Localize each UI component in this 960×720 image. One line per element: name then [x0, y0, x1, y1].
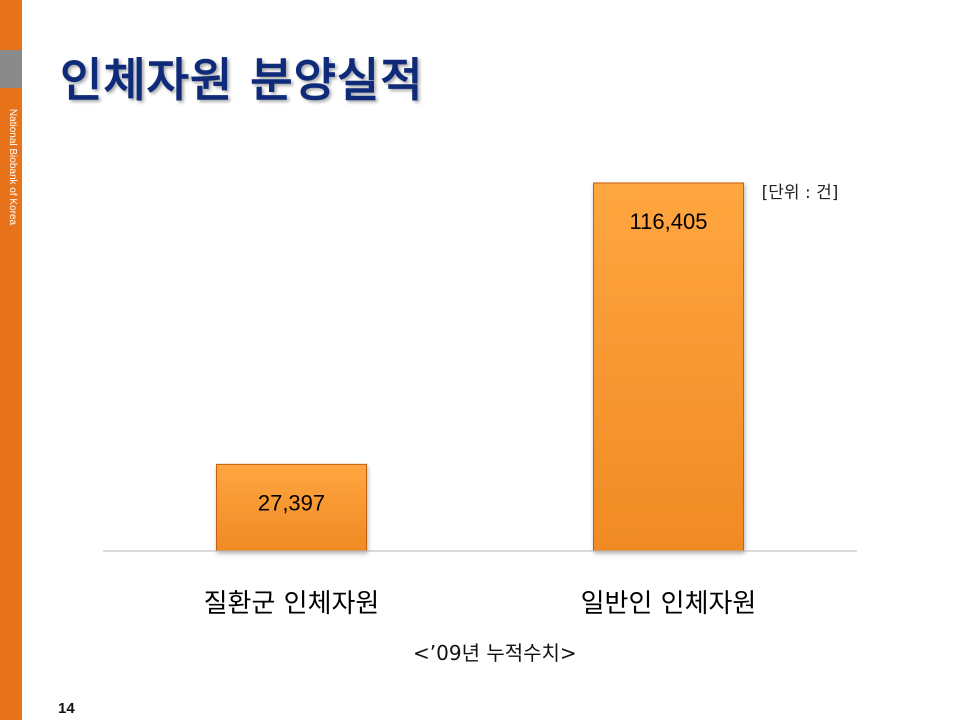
bar-1	[593, 182, 744, 552]
note-text: <’09년 누적수치>	[413, 641, 577, 665]
category-labels-group: 질환군 인체자원 일반인 인체자원	[204, 589, 757, 619]
slide-title: 인체자원 분양실적	[60, 53, 424, 107]
bar-value-label-0: 27,397	[258, 490, 325, 515]
unit-label: [단위 : 건]	[761, 183, 839, 203]
bar-0	[216, 463, 367, 552]
page-number: 14	[58, 700, 75, 717]
side-strip	[0, 0, 22, 720]
side-accent	[0, 50, 22, 88]
bar-value-label-1: 116,405	[630, 209, 708, 234]
bars-group: 27,397 116,405	[216, 182, 744, 552]
category-label-1: 일반인 인체자원	[581, 589, 757, 619]
category-label-0: 질환군 인체자원	[204, 589, 380, 619]
